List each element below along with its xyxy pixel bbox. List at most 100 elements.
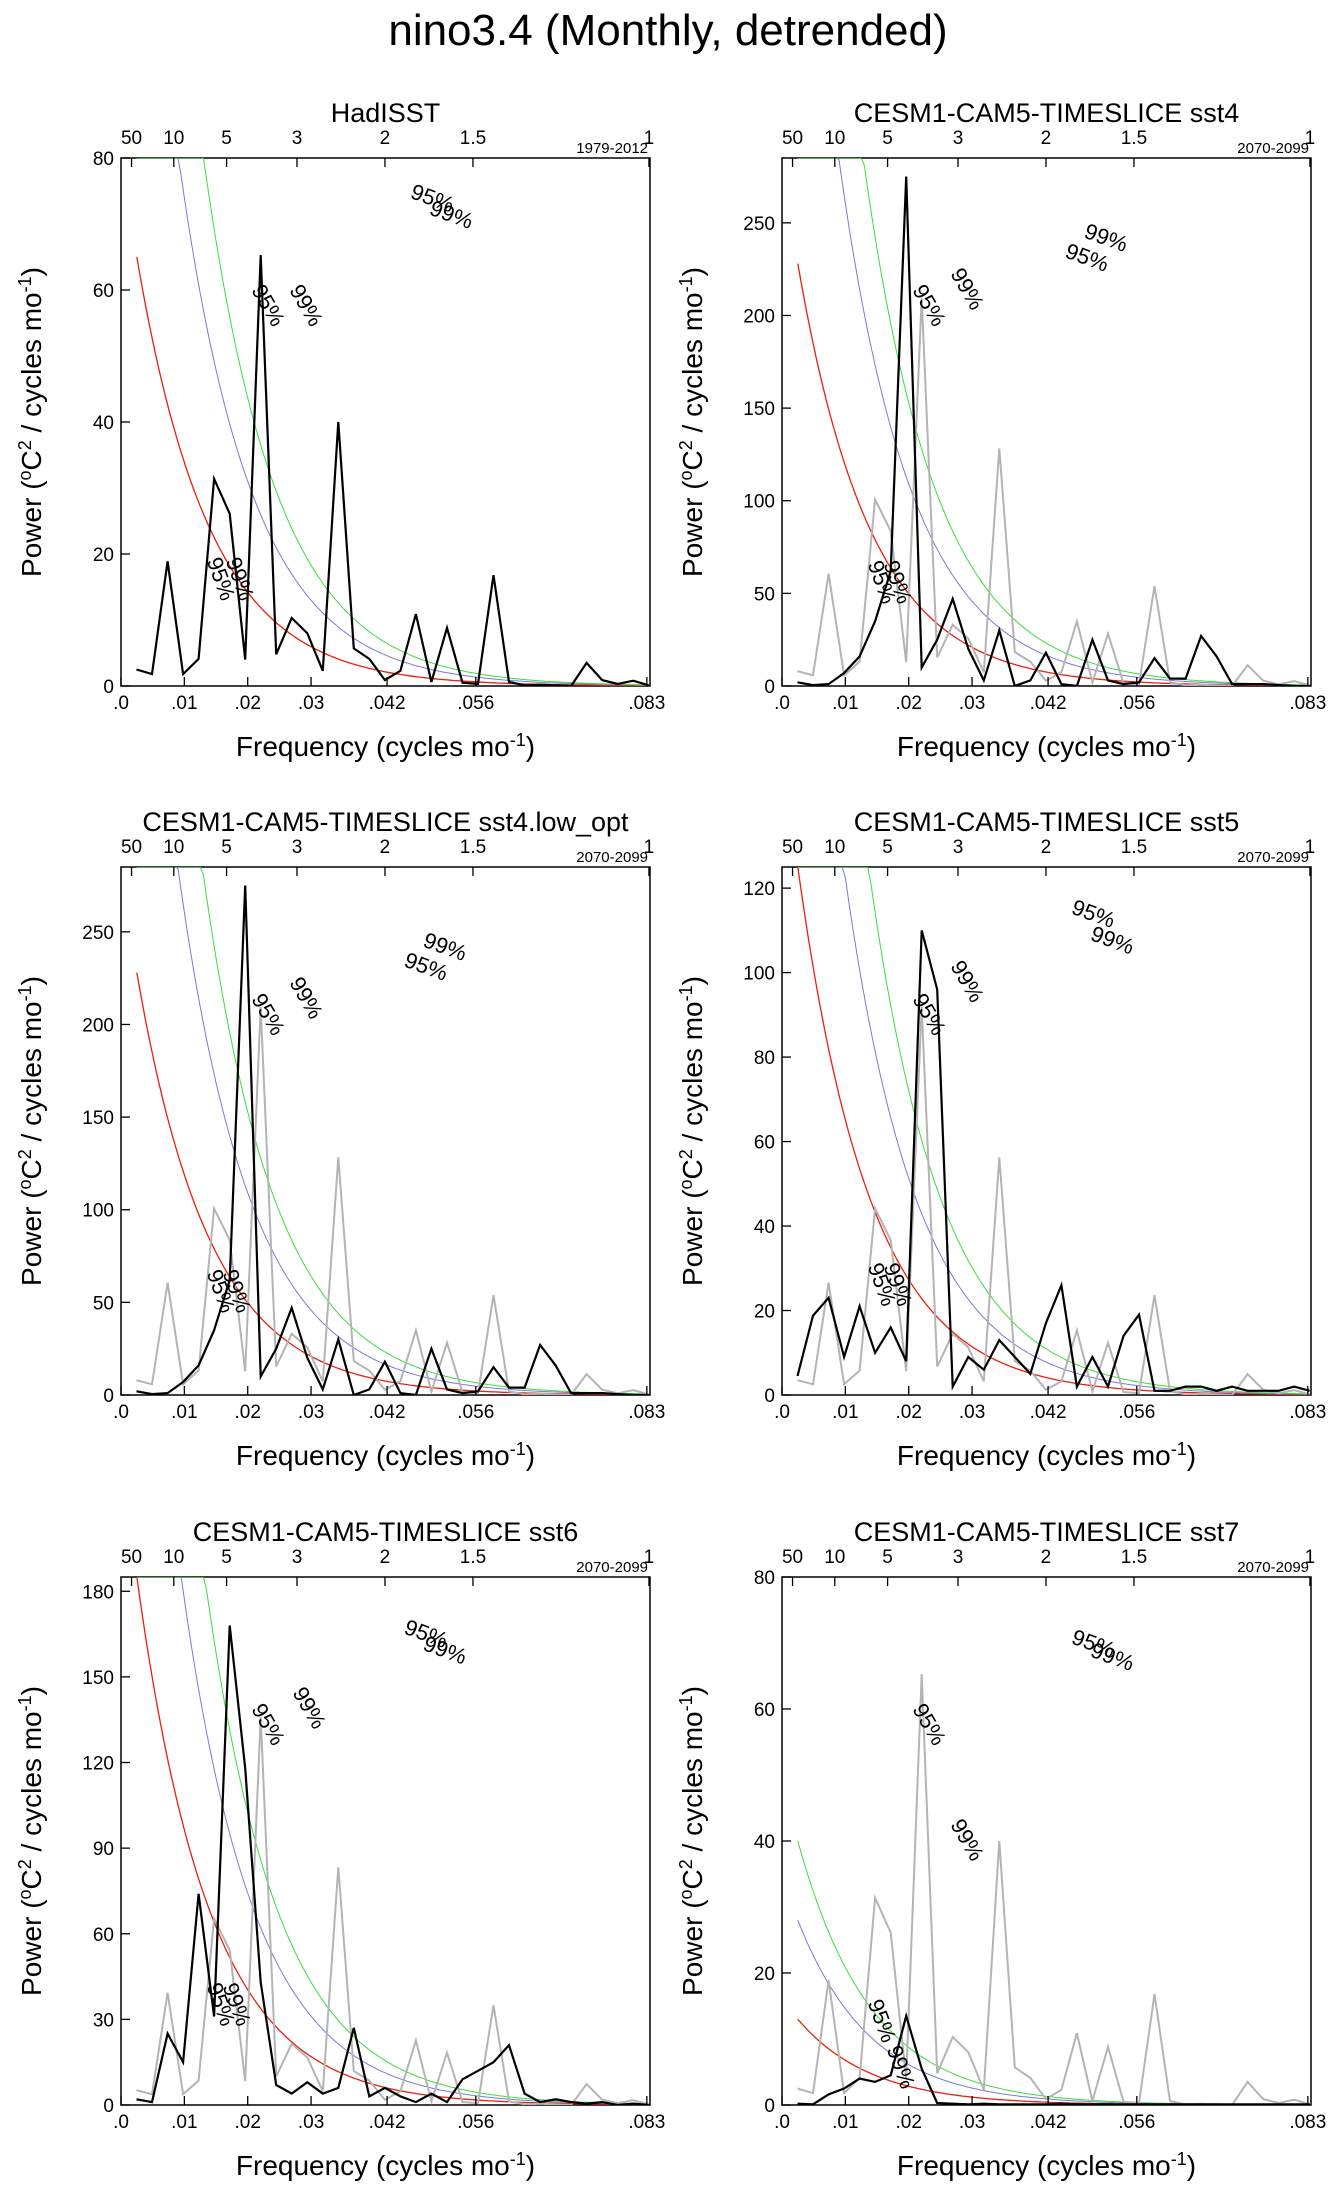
significance-95-curve bbox=[797, 867, 1308, 1395]
top-tick-label: 5 bbox=[221, 837, 232, 858]
x-tick-label: .056 bbox=[1118, 693, 1155, 714]
x-tick-label: .042 bbox=[1030, 2112, 1067, 2133]
label-95: 95% bbox=[908, 989, 952, 1040]
plot-frame bbox=[120, 866, 651, 1396]
y-tick-label: 200 bbox=[743, 306, 775, 327]
y-axis-label: Power (oC2 / cycles mo-1) bbox=[15, 976, 47, 1286]
top-tick-label: 5 bbox=[221, 1547, 232, 1568]
spectrum-line bbox=[136, 885, 649, 1395]
panel-1: HadISST1979-201295%95%95%99%99%99%.0.01.… bbox=[15, 98, 665, 762]
x-tick-label: .02 bbox=[234, 1402, 260, 1423]
y-tick-label: 250 bbox=[743, 214, 775, 235]
x-tick-label: .056 bbox=[457, 2112, 494, 2133]
panel-4: CESM1-CAM5-TIMESLICE sst52070-209995%95%… bbox=[676, 807, 1326, 1471]
y-tick-label: 20 bbox=[754, 1302, 775, 1323]
label-95: 95% bbox=[908, 1699, 952, 1750]
spectrum-line bbox=[797, 2011, 1310, 2105]
y-tick-label: 80 bbox=[754, 1048, 775, 1069]
y-tick-label: 0 bbox=[103, 677, 114, 698]
y-tick-label: 60 bbox=[754, 1700, 775, 1721]
top-tick-label: 50 bbox=[782, 837, 803, 858]
x-tick-label: .042 bbox=[369, 1402, 406, 1423]
label-95: 95% bbox=[908, 280, 952, 331]
label-95: 95% bbox=[247, 280, 291, 331]
x-tick-label: .02 bbox=[895, 1402, 921, 1423]
plot-frame bbox=[781, 866, 1312, 1396]
significance-95-curve bbox=[136, 867, 647, 1395]
label-99: 99% bbox=[1088, 1637, 1138, 1676]
top-tick-label: 50 bbox=[121, 1547, 142, 1568]
top-tick-label: 1.5 bbox=[460, 1547, 486, 1568]
x-tick-label: .042 bbox=[369, 2112, 406, 2133]
y-tick-label: 40 bbox=[754, 1217, 775, 1238]
x-tick-label: .083 bbox=[1289, 1402, 1326, 1423]
label-99: 99% bbox=[288, 1683, 332, 1734]
x-axis-label: Frequency (cycles mo-1) bbox=[236, 2149, 535, 2181]
label-99: 99% bbox=[882, 2042, 921, 2092]
x-tick-label: .083 bbox=[1289, 2112, 1326, 2133]
top-tick-label: 10 bbox=[824, 837, 845, 858]
x-tick-label: .0 bbox=[113, 2112, 129, 2133]
x-tick-label: .01 bbox=[171, 2112, 197, 2133]
red-noise-curve bbox=[136, 1577, 647, 2105]
x-axis-label: Frequency (cycles mo-1) bbox=[236, 730, 535, 762]
top-tick-label: 2 bbox=[380, 128, 391, 149]
x-tick-label: .01 bbox=[171, 1402, 197, 1423]
x-tick-label: .056 bbox=[1118, 2112, 1155, 2133]
top-tick-label: 1 bbox=[1305, 128, 1316, 149]
y-tick-label: 50 bbox=[754, 584, 775, 605]
x-tick-label: .042 bbox=[1030, 1402, 1067, 1423]
panel-years: 2070-2099 bbox=[576, 849, 648, 866]
label-95: 95% bbox=[863, 1996, 902, 2046]
label-99: 99% bbox=[946, 1815, 990, 1866]
top-tick-label: 3 bbox=[953, 1547, 964, 1568]
y-axis-label: Power (oC2 / cycles mo-1) bbox=[676, 267, 708, 577]
x-tick-label: .02 bbox=[234, 2112, 260, 2133]
x-tick-label: .02 bbox=[234, 693, 260, 714]
top-tick-label: 10 bbox=[824, 1547, 845, 1568]
top-tick-label: 3 bbox=[953, 837, 964, 858]
top-tick-label: 50 bbox=[782, 128, 803, 149]
y-tick-label: 30 bbox=[93, 2010, 114, 2031]
top-tick-label: 2 bbox=[1041, 837, 1052, 858]
label-95: 95% bbox=[247, 989, 291, 1040]
top-tick-label: 3 bbox=[292, 128, 303, 149]
plot-frame bbox=[120, 157, 651, 687]
x-tick-label: .083 bbox=[628, 1402, 665, 1423]
top-tick-label: 1.5 bbox=[1121, 1547, 1147, 1568]
x-tick-label: .01 bbox=[171, 693, 197, 714]
x-tick-label: .056 bbox=[457, 693, 494, 714]
panel-title: CESM1-CAM5-TIMESLICE sst4 bbox=[854, 98, 1240, 128]
spectrum-line bbox=[796, 930, 1310, 1392]
y-tick-label: 100 bbox=[743, 964, 775, 985]
significance-95-curve bbox=[797, 158, 1308, 686]
top-tick-label: 1 bbox=[644, 837, 655, 858]
spectrum-line bbox=[136, 254, 650, 686]
top-tick-label: 2 bbox=[1041, 1547, 1052, 1568]
top-tick-label: 10 bbox=[824, 128, 845, 149]
y-tick-label: 20 bbox=[93, 545, 114, 566]
x-tick-label: .01 bbox=[832, 2112, 858, 2133]
panel-title: CESM1-CAM5-TIMESLICE sst4.low_opt bbox=[142, 807, 629, 837]
label-99: 99% bbox=[285, 973, 329, 1024]
label-99: 99% bbox=[420, 1631, 470, 1670]
panel-years: 2070-2099 bbox=[576, 1559, 648, 1576]
top-tick-label: 5 bbox=[221, 128, 232, 149]
x-tick-label: .0 bbox=[774, 2112, 790, 2133]
panel-6: CESM1-CAM5-TIMESLICE sst7 2070-2099 95% 95%… bbox=[676, 1517, 1326, 2181]
y-tick-label: 80 bbox=[754, 1568, 775, 1589]
y-tick-label: 60 bbox=[93, 1925, 114, 1946]
significance-99-curve bbox=[136, 1577, 647, 2105]
label-99: 99% bbox=[946, 264, 990, 315]
x-tick-label: .03 bbox=[959, 1402, 985, 1423]
y-tick-label: 90 bbox=[93, 1839, 114, 1860]
label-99: 99% bbox=[427, 195, 477, 234]
y-tick-label: 80 bbox=[93, 149, 114, 170]
top-tick-label: 50 bbox=[121, 128, 142, 149]
spectrum-line bbox=[136, 1625, 649, 2105]
top-tick-label: 1 bbox=[1305, 837, 1316, 858]
x-tick-label: .01 bbox=[832, 1402, 858, 1423]
top-tick-label: 1 bbox=[1305, 1547, 1316, 1568]
x-axis-label: Frequency (cycles mo-1) bbox=[897, 1439, 1196, 1471]
